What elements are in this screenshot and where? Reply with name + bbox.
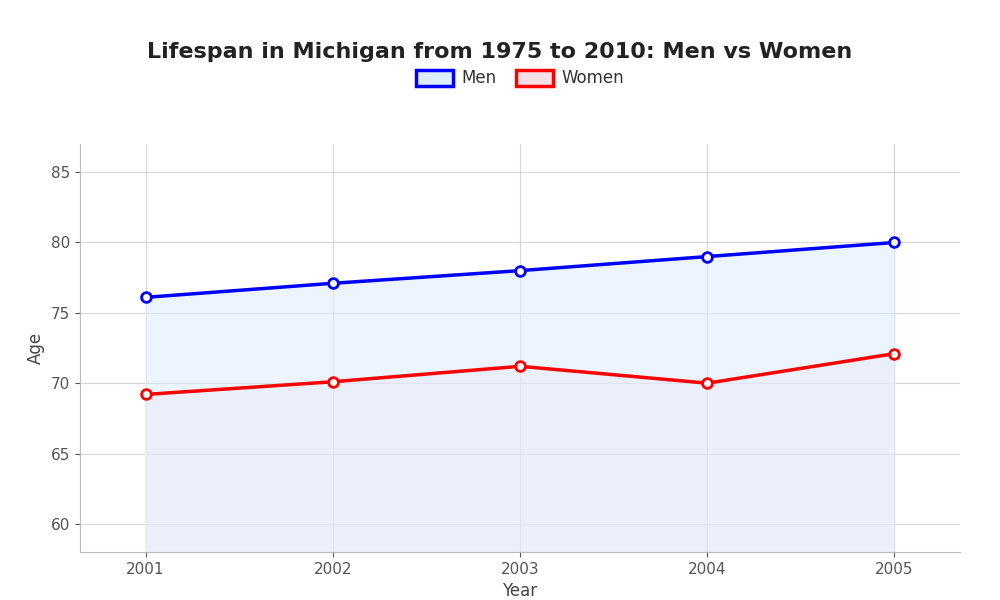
Text: Lifespan in Michigan from 1975 to 2010: Men vs Women: Lifespan in Michigan from 1975 to 2010: … bbox=[147, 42, 853, 62]
Y-axis label: Age: Age bbox=[27, 332, 45, 364]
Legend: Men, Women: Men, Women bbox=[409, 62, 631, 94]
X-axis label: Year: Year bbox=[502, 582, 538, 600]
